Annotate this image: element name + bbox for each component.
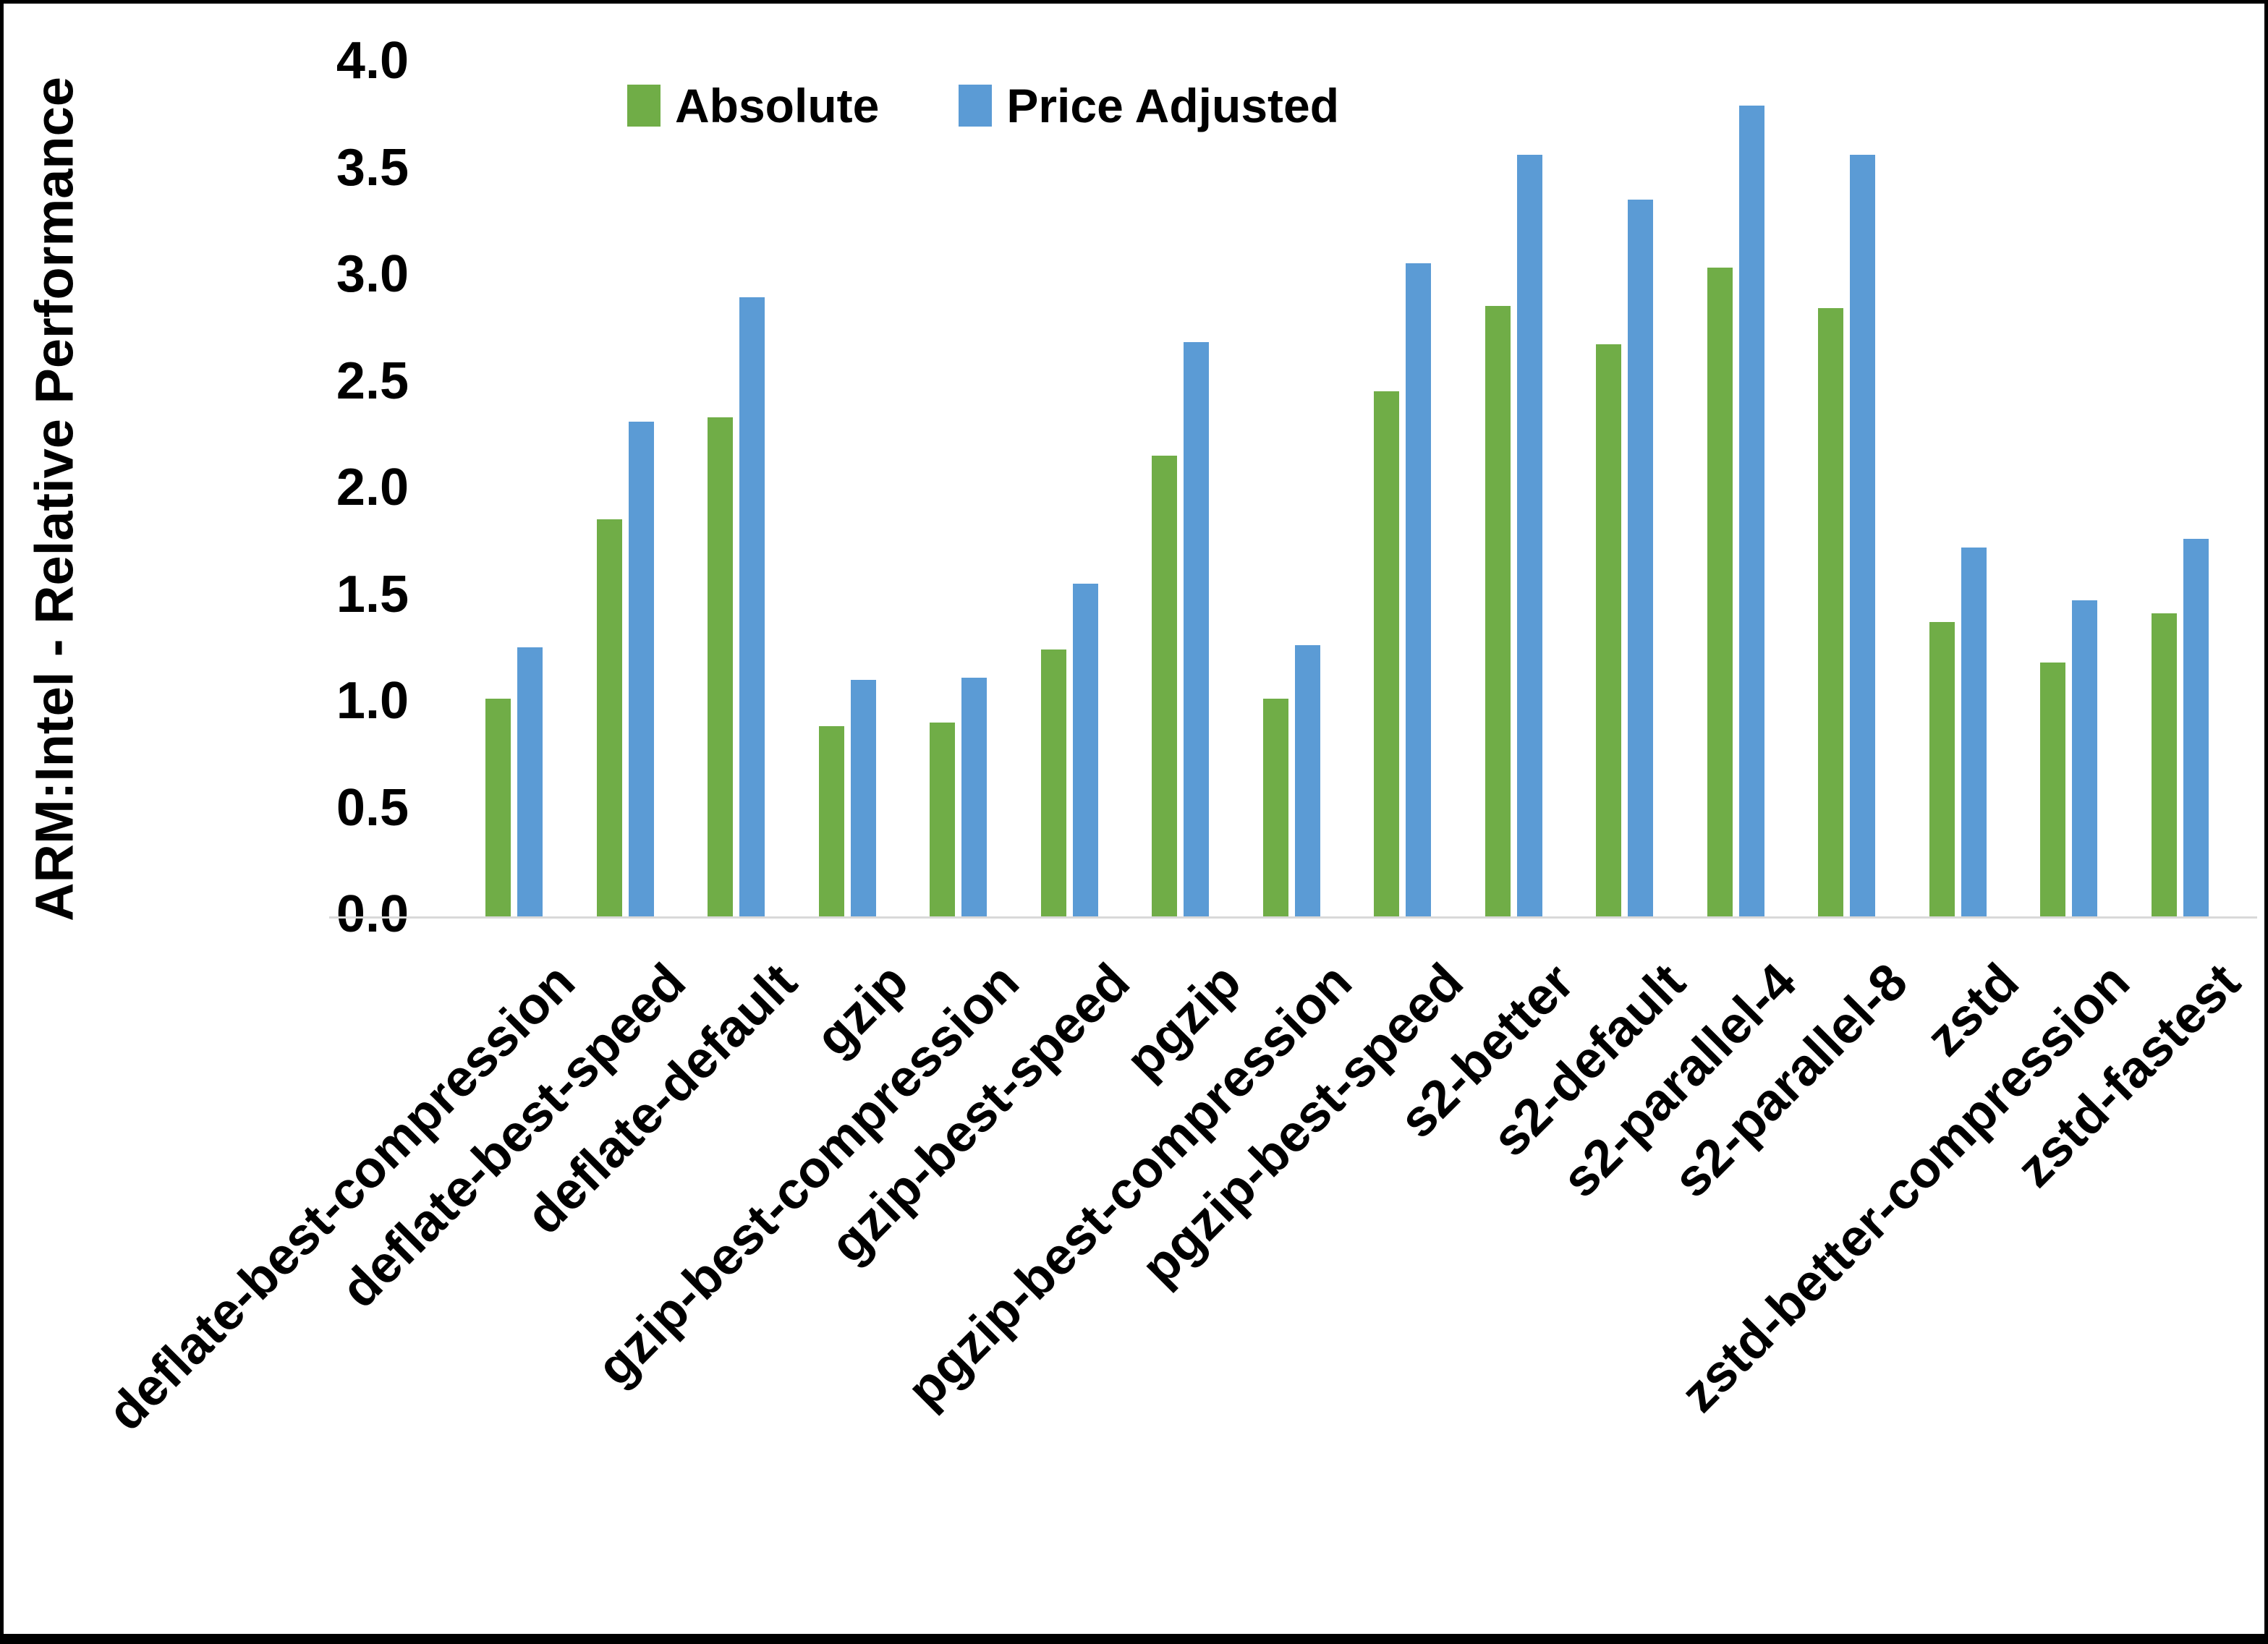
bar-absolute-zstd-better-compression	[2040, 663, 2065, 916]
bar-absolute-s2-default	[1596, 344, 1621, 916]
bar-absolute-gzip-best-speed	[1041, 649, 1066, 916]
y-tick-label: 1.5	[336, 565, 409, 623]
bar-price-adjusted-zstd-better-compression	[2072, 600, 2097, 916]
bar-price-adjusted-s2-parallel-8	[1850, 155, 1875, 916]
bar-price-adjusted-s2-better	[1517, 155, 1542, 916]
legend-swatch-icon	[959, 85, 993, 127]
bar-absolute-deflate-best-speed	[597, 519, 622, 916]
y-tick-label: 3.0	[336, 245, 409, 304]
x-axis-line	[329, 916, 2257, 919]
bar-absolute-pgzip-best-compression	[1263, 699, 1288, 916]
bar-price-adjusted-gzip	[851, 680, 876, 916]
bar-absolute-s2-better	[1485, 306, 1511, 916]
bar-price-adjusted-s2-default	[1628, 200, 1653, 916]
bar-price-adjusted-pgzip-best-compression	[1295, 645, 1320, 916]
bar-absolute-pgzip-best-speed	[1374, 391, 1399, 916]
y-tick-label: 2.5	[336, 352, 409, 410]
bar-price-adjusted-pgzip-best-speed	[1406, 263, 1431, 916]
bar-price-adjusted-zstd	[1961, 548, 1987, 916]
legend-label: Absolute	[675, 79, 880, 132]
x-tick-label-deflate-best-compression: deflate-best-compression	[96, 953, 586, 1442]
bar-price-adjusted-deflate-best-speed	[629, 422, 654, 916]
legend-item-price-adjusted: Price Adjusted	[959, 82, 1339, 129]
y-tick-label: 1.0	[336, 672, 409, 731]
bar-price-adjusted-gzip-best-speed	[1073, 584, 1098, 916]
bar-absolute-s2-parallel-4	[1707, 268, 1733, 916]
y-axis-title: ARM:Intel - Relative Performance	[24, 77, 85, 921]
bar-absolute-gzip	[819, 726, 844, 916]
bar-price-adjusted-deflate-best-compression	[517, 647, 543, 916]
y-tick-label: 4.0	[336, 32, 409, 90]
bar-price-adjusted-zstd-fastest	[2183, 539, 2209, 916]
bar-absolute-deflate-default	[708, 417, 733, 916]
bar-price-adjusted-pgzip	[1184, 342, 1209, 916]
legend: Absolute Price Adjusted	[627, 82, 1339, 129]
bar-price-adjusted-deflate-default	[739, 297, 765, 916]
bar-absolute-gzip-best-compression	[930, 723, 955, 916]
y-tick-label: 3.5	[336, 138, 409, 197]
legend-swatch-icon	[627, 85, 661, 127]
bar-price-adjusted-gzip-best-compression	[961, 678, 987, 916]
bar-price-adjusted-s2-parallel-4	[1739, 106, 1764, 916]
y-tick-label: 0.5	[336, 778, 409, 837]
bar-absolute-pgzip	[1152, 456, 1177, 916]
y-tick-label: 2.0	[336, 459, 409, 517]
legend-label: Price Adjusted	[1006, 79, 1340, 132]
bar-absolute-deflate-best-compression	[485, 699, 511, 916]
legend-item-absolute: Absolute	[627, 82, 879, 129]
bar-absolute-zstd	[1929, 622, 1955, 916]
bar-absolute-s2-parallel-8	[1818, 308, 1843, 916]
y-tick-label: 0.0	[336, 885, 409, 944]
bar-absolute-zstd-fastest	[2152, 613, 2177, 916]
plot-area: ARM:Intel - Relative Performance Absolut…	[4, 4, 2264, 1634]
